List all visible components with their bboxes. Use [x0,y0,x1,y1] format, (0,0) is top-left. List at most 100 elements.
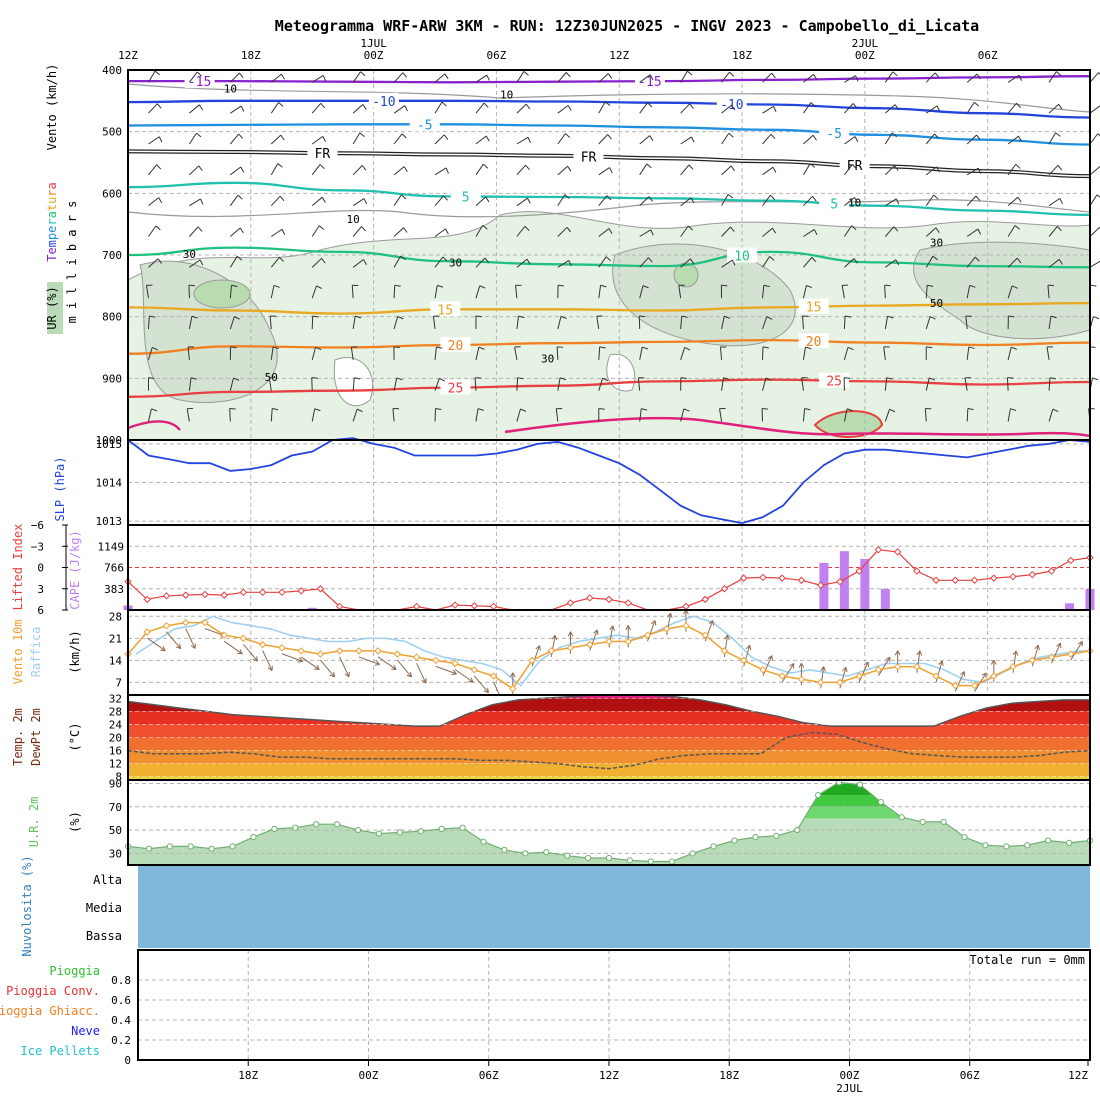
wind-barb [1007,102,1021,114]
wind-barb [762,377,772,391]
wind-barb-shaft [1048,258,1060,268]
wind-barb-shaft [680,258,691,268]
wind-barb [188,377,197,391]
cloud-level-label: Media [86,901,122,915]
wind-barb [598,195,612,206]
wind-barb-shaft [844,258,855,268]
wind-barb-flag [394,284,401,287]
wind-barb [189,198,204,207]
wind-barb [719,346,727,360]
wind-arrow-head [451,669,457,676]
cloud-axis-label: Nuvolosita (%) [20,855,34,956]
wind-barb [557,72,571,83]
wind-barb-flag [484,257,490,263]
wind-barb [598,228,613,237]
wind-direction-arrow [762,655,773,677]
wind-barb [352,104,367,114]
temp-2m-axis-label: Temp. 2m [11,708,25,766]
wind-barb [966,346,975,360]
wind-barb-flag [894,104,899,110]
temp-tick-label: 32 [109,692,122,705]
precip-tick-label: 0.8 [111,974,131,987]
wind-barb [844,75,859,83]
wind-direction-arrow [435,665,457,676]
wind-barb [557,104,572,114]
wind-barb-flag [649,135,654,141]
wind-barb-flag [279,195,285,202]
wind-barb [1007,408,1017,422]
lifted-index-point [258,588,267,596]
wind-barb-flag [683,408,690,412]
pressure-tick-label: 900 [102,372,122,385]
wind-barb-shaft [270,346,274,360]
rh-2m-point [773,832,780,839]
wind-barb [639,257,653,268]
lifted-index-point [855,567,863,575]
wind-barb [925,194,939,206]
wind-barb [187,346,195,360]
precip-background [138,950,1090,1060]
wind-barb-flag [396,377,403,381]
wind-barb [639,163,652,176]
wind-barb-shaft [925,194,935,206]
wind-barb [432,315,440,330]
wind-arrow-shaft [185,628,196,649]
wind-barb-shaft [557,260,570,268]
lifted-index-point [797,576,806,584]
cloud-cover-panel: Alta Media Bassa [86,866,1090,948]
wind-barb [801,377,808,391]
wind-10m-point [297,647,305,655]
wind-arrow-head [708,620,714,626]
wind-barb-shaft [802,408,806,422]
wind-barb [966,284,976,299]
wind-barb-shaft [639,257,649,268]
temperature-label-letter: r [45,189,59,196]
rh-2m-point [522,850,529,857]
wind-barb-flag [681,315,688,318]
wind-10m-point [335,647,344,655]
cape-tick-label: 1149 [98,540,125,553]
wind-barb [516,71,529,83]
isotherm-line [127,123,1091,146]
wind-barb [516,408,527,422]
wind-arrow-head [981,672,987,678]
wind-barb-shaft [637,377,641,391]
wind-arrow-shaft [396,659,412,678]
wind-barb-shaft [843,347,849,360]
wind-barb-flag [355,315,362,319]
wind-barb-shaft [557,133,566,145]
wind-barb-flag [691,136,695,143]
wind-barb-shaft [145,285,149,299]
wind-barb-shaft [762,316,768,330]
wind-barb [270,284,280,299]
wind-10m-point [739,656,748,665]
wind-barb-shaft [229,133,240,145]
wind-arrow-head [535,645,541,651]
cape-bar [307,607,317,610]
wind-barb-shaft [598,73,609,83]
bottom-axis-tick-label: 12Z [599,1069,619,1082]
wind-barb [721,259,736,268]
wind-10m-point [1009,662,1017,671]
wind-barb-flag [196,71,202,77]
wind-barb-flag [1018,75,1023,81]
wind-barb [188,315,198,330]
wind-arrow-head [421,678,427,684]
wind-10m-point [201,618,209,627]
wind-barb-shaft [925,316,931,330]
wind-barb-flag [478,346,485,350]
wind-direction-arrow [589,629,599,651]
wind-barb [598,101,611,114]
wind-barb [1048,226,1062,237]
wind-barb-shaft [964,377,968,391]
wind-10m-point [143,628,151,636]
wind-barb-flag [359,132,365,137]
wind-barb [516,164,530,176]
wind-barb-shaft [1048,408,1054,422]
slp-tick-label: 1015 [96,438,123,451]
wind-barb [393,166,408,176]
wind-barb-shaft [434,378,440,391]
wind-barb [721,377,730,391]
wind-barb-flag [813,74,818,80]
wind-barb [844,197,859,207]
